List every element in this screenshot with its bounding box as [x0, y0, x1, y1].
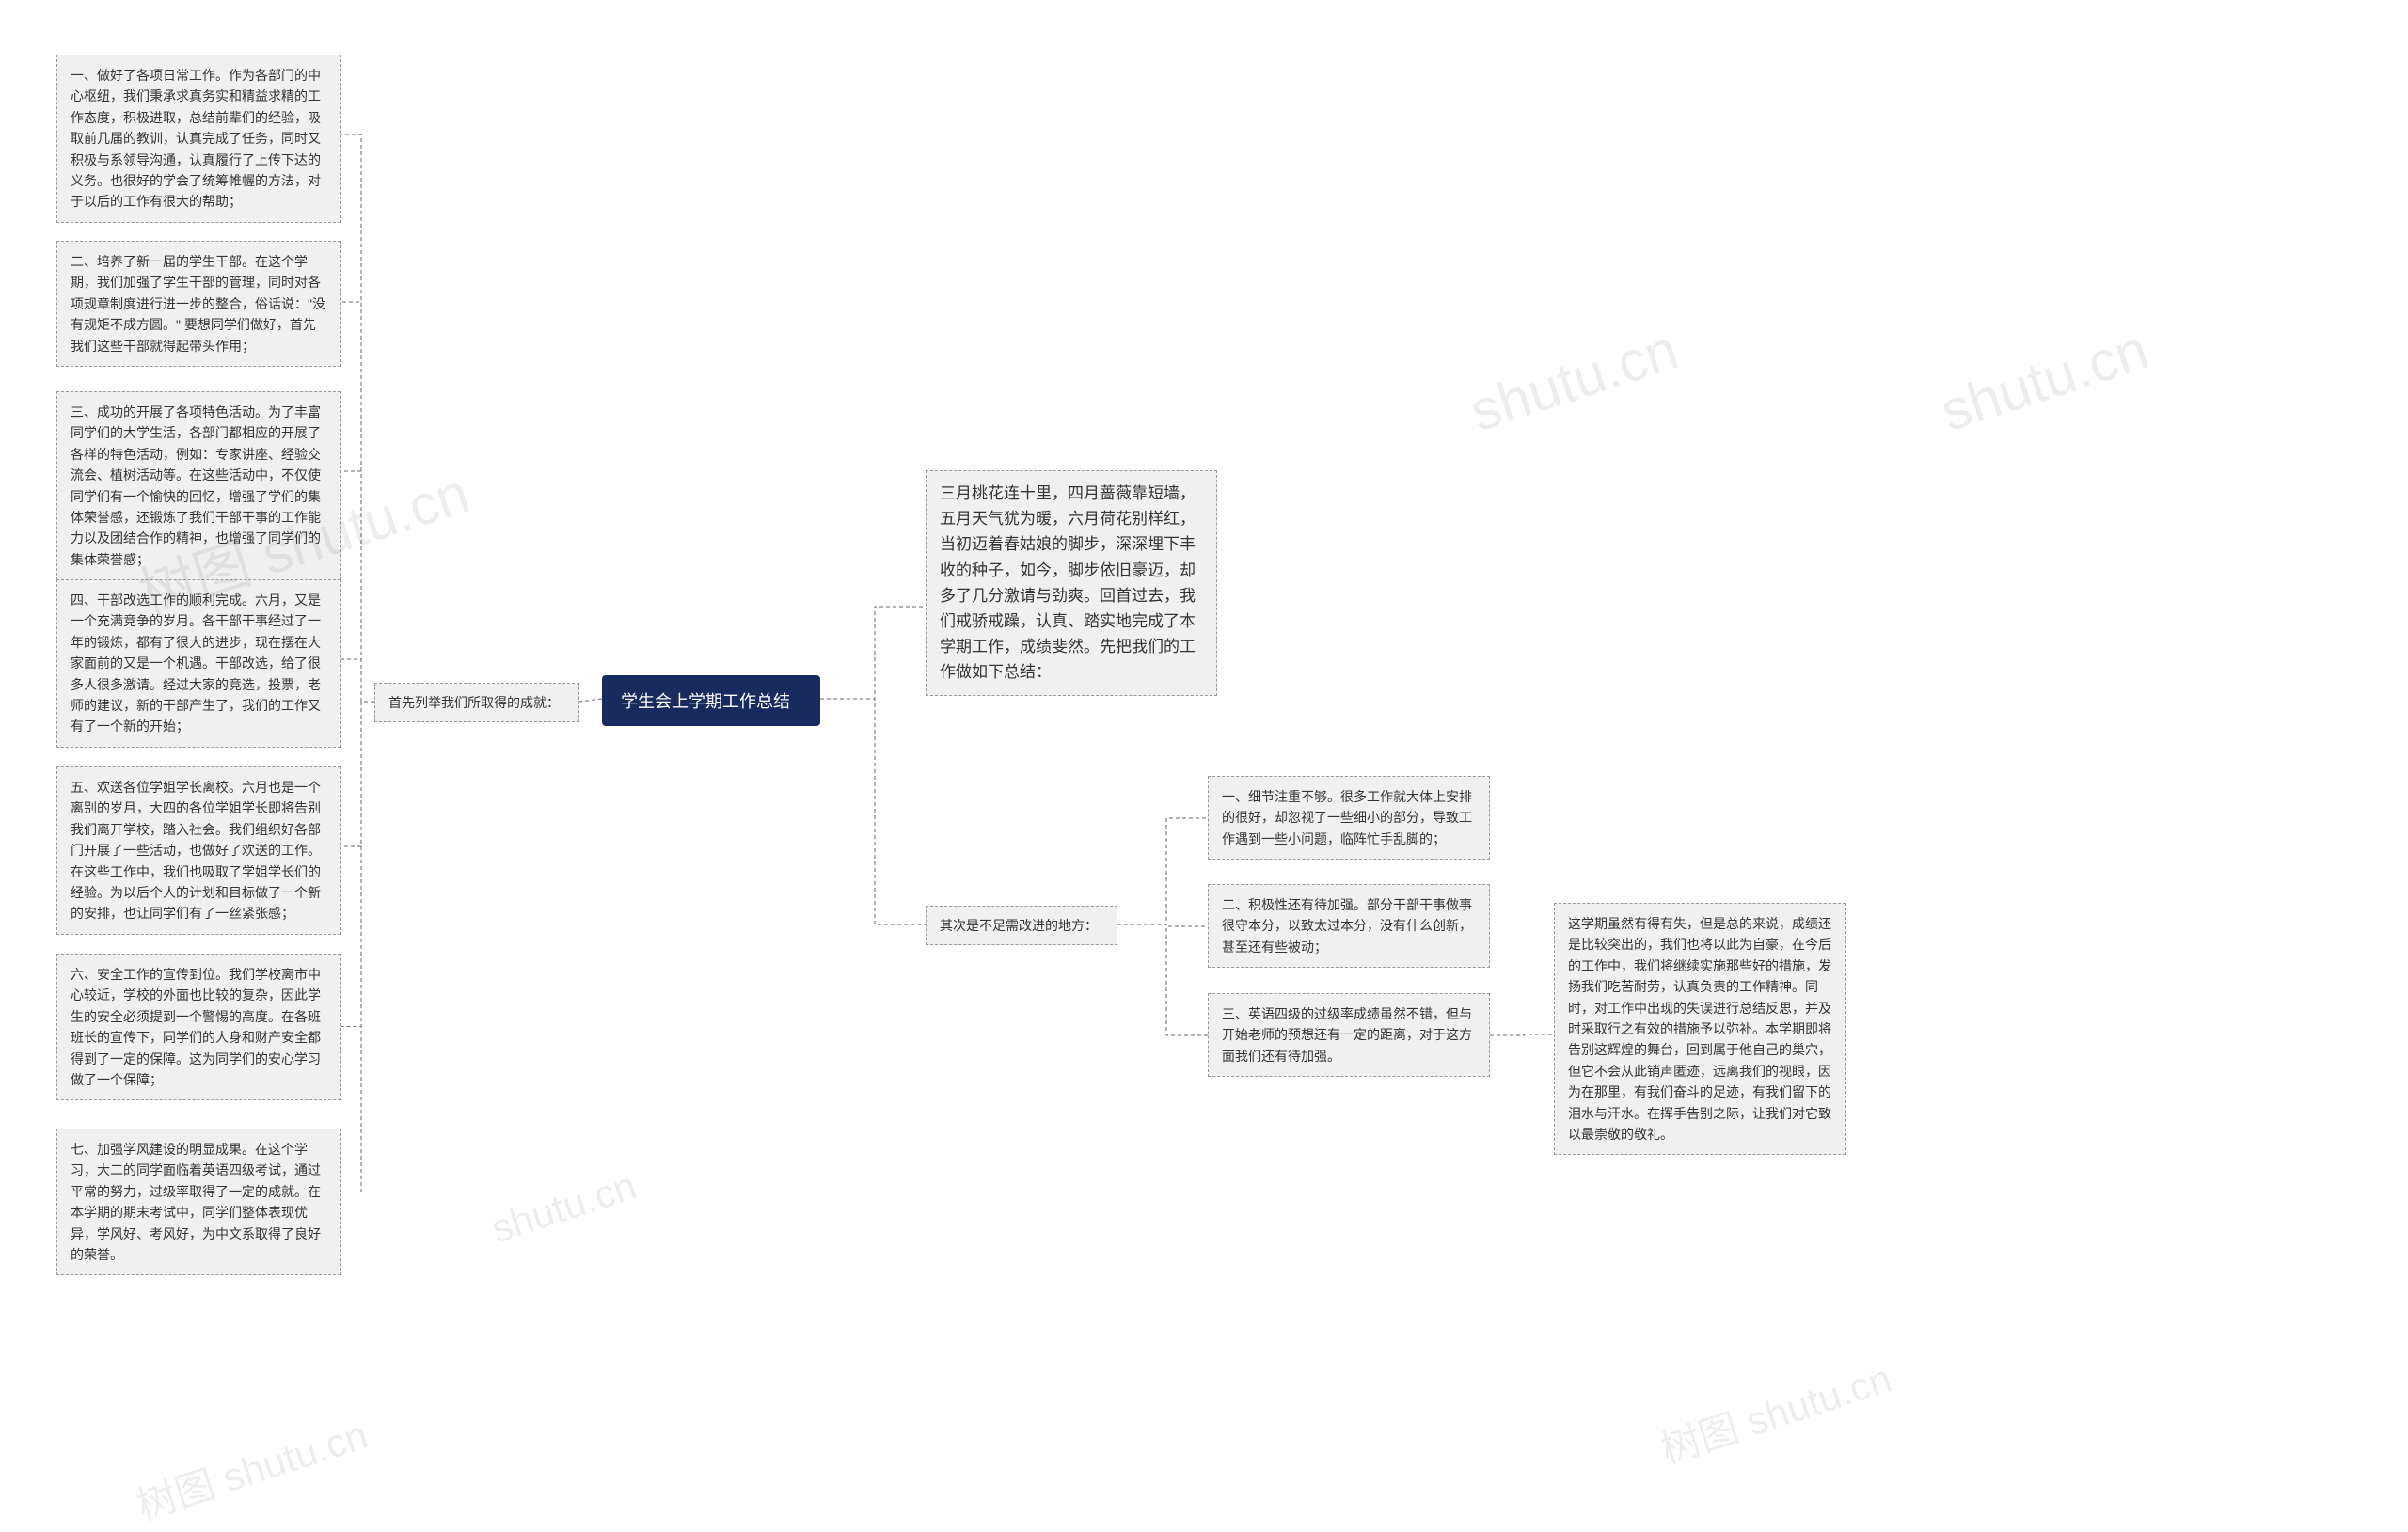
left-leaf-6: 六、安全工作的宣传到位。我们学校离市中心较近，学校的外面也比较的复杂，因此学生的…	[56, 954, 341, 1100]
watermark: 树图 shutu.cn	[129, 1403, 374, 1532]
left-leaf-2: 二、培养了新一届的学生干部。在这个学期，我们加强了学生干部的管理，同时对各项规章…	[56, 241, 341, 367]
watermark: 树图 shutu.cn	[1653, 1347, 1898, 1476]
watermark: shutu.cn	[485, 1163, 642, 1253]
right-intro-text: 三月桃花连十里，四月蔷薇靠短墙，五月天气犹为暖，六月荷花别样红，当初迈着春姑娘的…	[940, 484, 1196, 681]
watermark: shutu.cn	[1933, 317, 2156, 445]
right-leaf-1: 一、细节注重不够。很多工作就大体上安排的很好，却忽视了一些细小的部分，导致工作遇…	[1208, 776, 1490, 860]
left-leaf-1: 一、做好了各项日常工作。作为各部门的中心枢纽，我们秉承求真务实和精益求精的工作态…	[56, 55, 341, 223]
left-l1-node: 首先列举我们所取得的成就：	[374, 683, 579, 722]
left-leaf-5: 五、欢送各位学姐学长离校。六月也是一个离别的岁月，大四的各位学姐学长即将告别我们…	[56, 766, 341, 935]
left-leaf-3: 三、成功的开展了各项特色活动。为了丰富同学们的大学生活，各部门都相应的开展了各样…	[56, 391, 341, 580]
root-node: 学生会上学期工作总结	[602, 675, 820, 726]
right-leaf-4: 这学期虽然有得有失，但是总的来说，成绩还是比较突出的，我们也将以此为自豪，在今后…	[1554, 903, 1846, 1155]
right-leaf-3: 三、英语四级的过级率成绩虽然不错，但与开始老师的预想还有一定的距离，对于这方面我…	[1208, 993, 1490, 1077]
right-intro-node: 三月桃花连十里，四月蔷薇靠短墙，五月天气犹为暖，六月荷花别样红，当初迈着春姑娘的…	[926, 470, 1217, 696]
right-leaf-2: 二、积极性还有待加强。部分干部干事做事很守本分，以致太过本分，没有什么创新，甚至…	[1208, 884, 1490, 968]
left-leaf-7: 七、加强学风建设的明显成果。在这个学习，大二的同学面临着英语四级考试，通过平常的…	[56, 1129, 341, 1275]
right-l1-node: 其次是不足需改进的地方：	[926, 906, 1117, 945]
connector-layer	[0, 0, 2408, 1523]
watermark: shutu.cn	[1463, 317, 1686, 445]
right-l1-label: 其次是不足需改进的地方：	[940, 918, 1098, 933]
left-leaf-4: 四、干部改选工作的顺利完成。六月，又是一个充满竞争的岁月。各干部干事经过了一年的…	[56, 579, 341, 748]
left-l1-label: 首先列举我们所取得的成就：	[388, 695, 560, 710]
root-label: 学生会上学期工作总结	[621, 692, 790, 711]
